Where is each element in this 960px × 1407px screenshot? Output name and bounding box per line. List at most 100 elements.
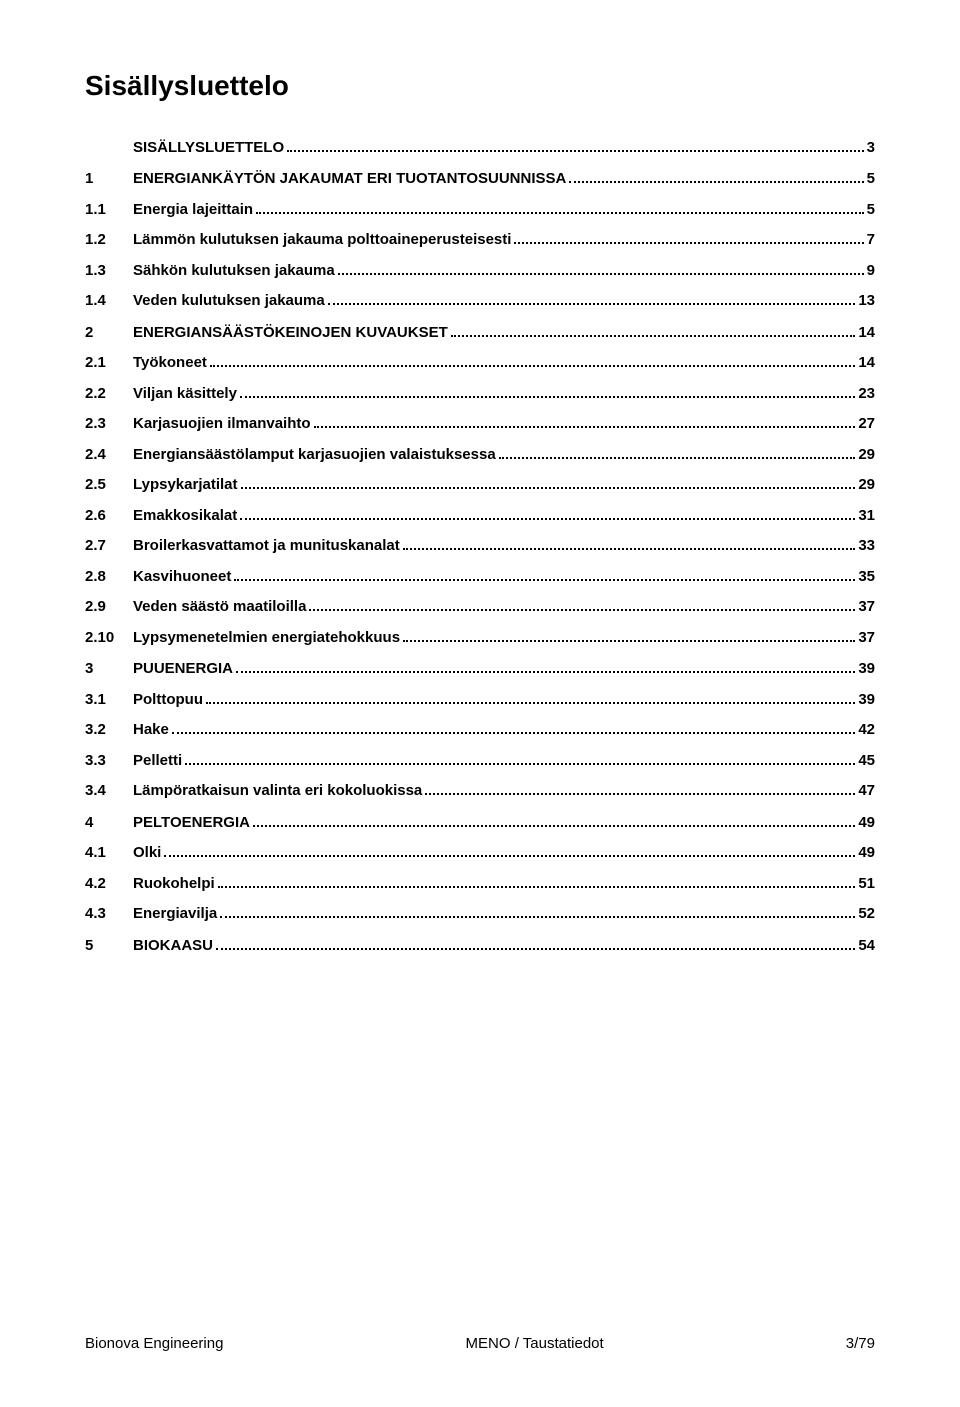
footer-left: Bionova Engineering [85, 1335, 223, 1352]
toc-entry-page: 47 [858, 782, 875, 799]
toc-entry: 3.2Hake42 [85, 721, 875, 739]
toc-entry-number: 5 [85, 937, 133, 954]
toc-entry-label: Sähkön kulutuksen jakauma [133, 262, 335, 279]
toc-entry-page: 52 [858, 905, 875, 922]
toc-entry-page: 51 [858, 875, 875, 892]
toc-entry-page: 5 [867, 201, 875, 218]
toc-entry: 1.1Energia lajeittain5 [85, 200, 875, 218]
toc-entry-number: 2.7 [85, 537, 133, 554]
toc-entry: 2.3Karjasuojien ilmanvaihto27 [85, 415, 875, 433]
toc-leader-dots [240, 506, 855, 520]
toc-entry-page: 54 [858, 937, 875, 954]
toc-leader-dots [185, 751, 855, 765]
toc-entry: 2.8Kasvihuoneet 35 [85, 567, 875, 585]
toc-leader-dots [256, 200, 864, 214]
toc-entry-number: 4.2 [85, 875, 133, 892]
toc-entry-label: ENERGIANKÄYTÖN JAKAUMAT ERI TUOTANTOSUUN… [133, 170, 566, 187]
toc-leader-dots [425, 782, 855, 796]
toc-leader-dots [338, 261, 864, 275]
toc-entry-page: 39 [858, 660, 875, 677]
toc-entry: 1.2Lämmön kulutuksen jakauma polttoainep… [85, 231, 875, 249]
toc-leader-dots [164, 844, 855, 858]
toc-entry-number: 1.1 [85, 201, 133, 218]
toc-entry-number: 2.2 [85, 385, 133, 402]
toc-entry-number: 2.10 [85, 629, 133, 646]
toc-entry-label: ENERGIANSÄÄSTÖKEINOJEN KUVAUKSET [133, 324, 448, 341]
toc-leader-dots [403, 628, 855, 642]
toc-entry: 3.3Pelletti45 [85, 751, 875, 769]
toc-leader-dots [240, 384, 855, 398]
toc-entry-page: 13 [858, 292, 875, 309]
toc-entry-page: 35 [858, 568, 875, 585]
toc-entry: 2.5Lypsykarjatilat29 [85, 476, 875, 494]
toc-entry-number: 2.1 [85, 354, 133, 371]
toc-leader-dots [236, 660, 855, 674]
toc-entry: 2.6Emakkosikalat31 [85, 506, 875, 524]
toc-entry-page: 37 [858, 598, 875, 615]
toc-entry: 2.1Työkoneet14 [85, 354, 875, 372]
toc-entry-number: 1.3 [85, 262, 133, 279]
toc-entry-page: 7 [867, 231, 875, 248]
toc-leader-dots [451, 323, 856, 337]
toc-entry: 1ENERGIANKÄYTÖN JAKAUMAT ERI TUOTANTOSUU… [85, 170, 875, 188]
toc-entry-page: 33 [858, 537, 875, 554]
toc-entry-page: 42 [858, 721, 875, 738]
toc-entry-number: 1 [85, 170, 133, 187]
toc-entry-page: 49 [858, 844, 875, 861]
toc-entry-label: BIOKAASU [133, 937, 213, 954]
toc-entry-page: 31 [858, 507, 875, 524]
toc-entry: 5BIOKAASU 54 [85, 936, 875, 954]
toc-entry-number: 4.3 [85, 905, 133, 922]
toc-leader-dots [241, 476, 856, 490]
toc-entry-number: 2.4 [85, 446, 133, 463]
toc-entry: 1.4Veden kulutuksen jakauma13 [85, 292, 875, 310]
toc-entry-number: 2.6 [85, 507, 133, 524]
toc-entry-page: 29 [858, 446, 875, 463]
toc-entry-label: SISÄLLYSLUETTELO [133, 139, 284, 156]
footer-right: 3/79 [846, 1335, 875, 1352]
toc-entry-label: Veden säästö maatiloilla [133, 598, 306, 615]
toc-leader-dots [210, 354, 855, 368]
document-title: Sisällysluettelo [85, 70, 875, 102]
toc-entry-label: PUUENERGIA [133, 660, 233, 677]
toc-entry-label: Kasvihuoneet [133, 568, 231, 585]
toc-leader-dots [328, 292, 856, 306]
toc-entry-page: 37 [858, 629, 875, 646]
toc-entry-page: 27 [858, 415, 875, 432]
toc-entry-label: Viljan käsittely [133, 385, 237, 402]
toc-entry-number: 2.3 [85, 415, 133, 432]
toc-entry: 2.10Lypsymenetelmien energiatehokkuus37 [85, 628, 875, 646]
toc-entry: 2.4Energiansäästölamput karjasuojien val… [85, 445, 875, 463]
toc-entry: 2.2Viljan käsittely 23 [85, 384, 875, 402]
toc-leader-dots [253, 813, 855, 827]
toc-entry-label: Lämmön kulutuksen jakauma polttoaineperu… [133, 231, 511, 248]
toc-leader-dots [287, 138, 864, 152]
toc-entry-page: 3 [867, 139, 875, 156]
toc-leader-dots [172, 721, 855, 735]
toc-leader-dots [514, 231, 863, 245]
toc-entry-number: 2.9 [85, 598, 133, 615]
toc-entry-number: 2.8 [85, 568, 133, 585]
toc-entry-label: Polttopuu [133, 691, 203, 708]
toc-leader-dots [220, 905, 855, 919]
toc-entry: 4.3Energiavilja 52 [85, 905, 875, 923]
toc-entry-page: 29 [858, 476, 875, 493]
footer-center: MENO / Taustatiedot [466, 1335, 604, 1352]
toc-entry: 4.2Ruokohelpi 51 [85, 874, 875, 892]
table-of-contents: SISÄLLYSLUETTELO31ENERGIANKÄYTÖN JAKAUMA… [85, 138, 875, 954]
toc-entry-label: Energiavilja [133, 905, 217, 922]
toc-entry: 3PUUENERGIA39 [85, 660, 875, 678]
toc-entry-page: 39 [858, 691, 875, 708]
toc-entry: SISÄLLYSLUETTELO 3 [85, 138, 875, 156]
toc-entry-page: 23 [858, 385, 875, 402]
toc-entry-number: 3.1 [85, 691, 133, 708]
toc-leader-dots [206, 690, 855, 704]
toc-entry: 3.1Polttopuu 39 [85, 690, 875, 708]
toc-entry-page: 9 [867, 262, 875, 279]
toc-entry-label: Broilerkasvattamot ja munituskanalat [133, 537, 400, 554]
toc-entry-label: Ruokohelpi [133, 875, 215, 892]
toc-entry-label: Hake [133, 721, 169, 738]
toc-entry: 2.9Veden säästö maatiloilla 37 [85, 598, 875, 616]
toc-entry: 3.4Lämpöratkaisun valinta eri kokoluokis… [85, 782, 875, 800]
toc-entry-label: Lypsykarjatilat [133, 476, 238, 493]
